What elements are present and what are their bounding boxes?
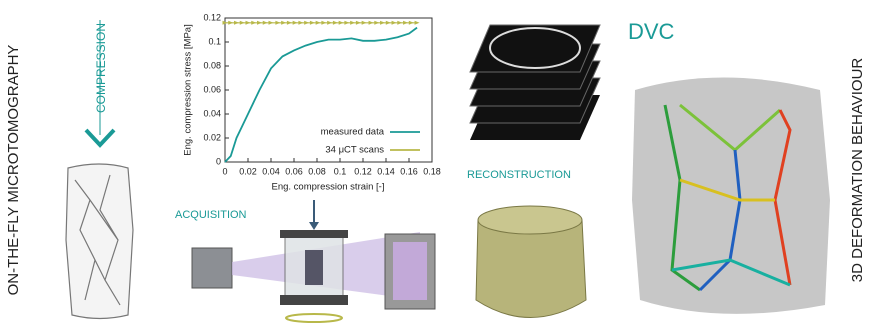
scan-marker xyxy=(240,21,245,25)
dvc-label: DVC xyxy=(628,19,675,44)
scan-marker xyxy=(327,21,332,25)
stress-strain-chart: Eng. compression stress [MPa] Eng. compr… xyxy=(183,12,441,192)
y-axis-label: Eng. compression stress [MPa] xyxy=(183,24,194,155)
scan-marker xyxy=(409,21,414,25)
scan-marker xyxy=(344,21,349,25)
reconstructed-sample xyxy=(476,206,586,318)
y-tick-label: 0.04 xyxy=(203,108,221,118)
x-tick-label: 0 xyxy=(222,166,227,176)
scan-marker xyxy=(234,21,239,25)
scan-marker xyxy=(298,21,303,25)
ct-slices xyxy=(470,25,600,140)
scan-marker xyxy=(269,21,274,25)
dvc-result xyxy=(632,78,830,314)
y-tick-label: 0 xyxy=(216,156,221,166)
scan-marker xyxy=(374,21,379,25)
scan-marker xyxy=(263,21,268,25)
scan-marker xyxy=(310,21,315,25)
scan-marker xyxy=(403,21,408,25)
scan-marker xyxy=(251,21,256,25)
scan-marker xyxy=(321,21,326,25)
scan-marker xyxy=(369,21,374,25)
legend-label: 34 μCT scans xyxy=(325,145,384,156)
scan-marker xyxy=(392,21,397,25)
scan-marker xyxy=(304,21,309,25)
x-tick-label: 0.08 xyxy=(308,166,326,176)
scan-marker xyxy=(257,21,262,25)
legend-label: measured data xyxy=(321,127,385,138)
foam-sample xyxy=(66,164,133,319)
y-tick-label: 0.1 xyxy=(208,36,221,46)
scan-marker xyxy=(397,21,402,25)
x-tick-label: 0.18 xyxy=(423,166,441,176)
right-title: 3D DEFORMATION BEHAVIOUR xyxy=(849,58,866,283)
x-tick-label: 0.16 xyxy=(400,166,418,176)
scan-marker xyxy=(415,21,420,25)
left-title: ON-THE-FLY MICROTOMOGRAPHY xyxy=(5,45,22,296)
scan-marker xyxy=(281,21,286,25)
scan-marker xyxy=(293,21,298,25)
scan-marker xyxy=(380,21,385,25)
y-tick-label: 0.08 xyxy=(203,60,221,70)
x-tick-label: 0.1 xyxy=(334,166,347,176)
scan-marker xyxy=(228,21,233,25)
graphical-abstract: ON-THE-FLY MICROTOMOGRAPHY 3D DEFORMATIO… xyxy=(0,0,875,335)
scan-marker xyxy=(339,21,344,25)
y-tick-label: 0.02 xyxy=(203,132,221,142)
x-tick-label: 0.02 xyxy=(239,166,257,176)
compression-label: COMPRESSION xyxy=(94,23,108,113)
scan-marker xyxy=(275,21,280,25)
scan-marker xyxy=(350,21,355,25)
y-tick-label: 0.06 xyxy=(203,84,221,94)
x-tick-label: 0.14 xyxy=(377,166,395,176)
scan-marker xyxy=(287,21,292,25)
scan-marker xyxy=(246,21,251,25)
y-tick-label: 0.12 xyxy=(203,12,221,22)
acquisition-label: ACQUISITION xyxy=(175,209,247,221)
scan-marker xyxy=(333,21,338,25)
scan-marker xyxy=(356,21,361,25)
x-axis-label: Eng. compression strain [-] xyxy=(272,182,385,193)
x-tick-label: 0.04 xyxy=(262,166,280,176)
scan-marker xyxy=(362,21,367,25)
scan-marker xyxy=(316,21,321,25)
reconstruction-label: RECONSTRUCTION xyxy=(467,169,571,181)
scan-marker xyxy=(386,21,391,25)
x-tick-label: 0.12 xyxy=(354,166,372,176)
series-line xyxy=(225,28,417,162)
x-tick-label: 0.06 xyxy=(285,166,303,176)
